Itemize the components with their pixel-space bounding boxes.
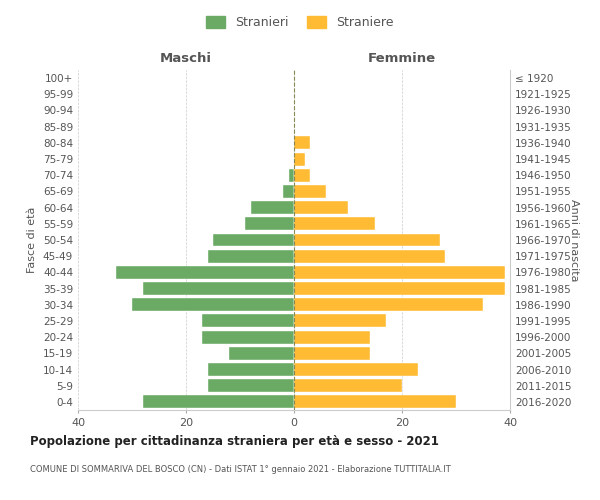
Bar bbox=[213, 234, 294, 246]
Y-axis label: Fasce di età: Fasce di età bbox=[28, 207, 37, 273]
Text: COMUNE DI SOMMARIVA DEL BOSCO (CN) - Dati ISTAT 1° gennaio 2021 - Elaborazione T: COMUNE DI SOMMARIVA DEL BOSCO (CN) - Dat… bbox=[30, 465, 451, 474]
Bar bbox=[283, 185, 294, 198]
Legend: Stranieri, Straniere: Stranieri, Straniere bbox=[202, 11, 398, 34]
Bar bbox=[294, 347, 370, 360]
Bar bbox=[294, 298, 483, 311]
Bar bbox=[294, 282, 505, 295]
Text: Maschi: Maschi bbox=[160, 52, 212, 65]
Bar bbox=[143, 396, 294, 408]
Bar bbox=[294, 136, 310, 149]
Bar bbox=[208, 250, 294, 262]
Bar bbox=[143, 282, 294, 295]
Bar bbox=[132, 298, 294, 311]
Bar bbox=[294, 363, 418, 376]
Text: Popolazione per cittadinanza straniera per età e sesso - 2021: Popolazione per cittadinanza straniera p… bbox=[30, 435, 439, 448]
Bar bbox=[289, 169, 294, 181]
Bar bbox=[294, 152, 305, 166]
Bar bbox=[294, 314, 386, 328]
Bar bbox=[294, 330, 370, 344]
Bar bbox=[251, 201, 294, 214]
Bar bbox=[294, 379, 402, 392]
Bar bbox=[294, 396, 456, 408]
Bar bbox=[202, 330, 294, 344]
Text: Femmine: Femmine bbox=[368, 52, 436, 65]
Bar bbox=[294, 250, 445, 262]
Bar bbox=[208, 363, 294, 376]
Y-axis label: Anni di nascita: Anni di nascita bbox=[569, 198, 578, 281]
Bar bbox=[294, 185, 326, 198]
Bar bbox=[229, 347, 294, 360]
Bar bbox=[208, 379, 294, 392]
Bar bbox=[294, 266, 505, 279]
Bar bbox=[245, 218, 294, 230]
Bar bbox=[294, 201, 348, 214]
Bar bbox=[294, 169, 310, 181]
Bar bbox=[116, 266, 294, 279]
Bar bbox=[294, 234, 440, 246]
Bar bbox=[202, 314, 294, 328]
Bar bbox=[294, 218, 375, 230]
